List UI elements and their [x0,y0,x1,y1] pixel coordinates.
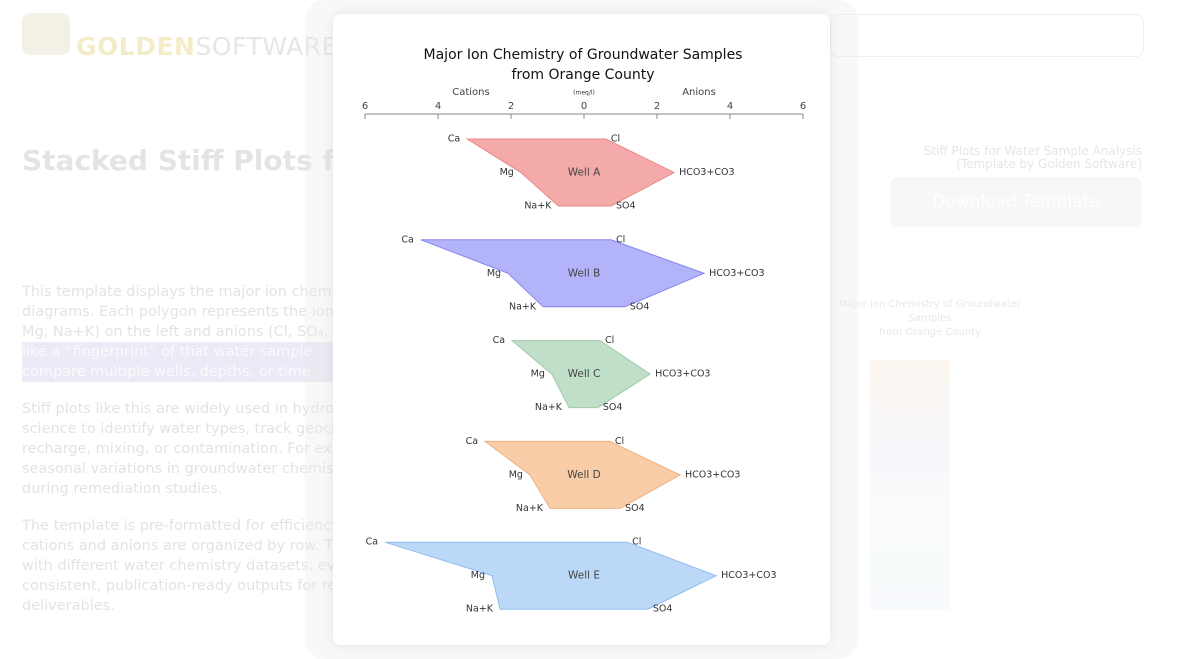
stiff-polygon [384,541,718,610]
text-line: The template is pre-formatted for effici… [22,518,340,534]
paragraph: This template displays the major ion che… [22,282,352,382]
chart: Major Ion Chemistry of Groundwater Sampl… [362,47,806,615]
x-tick-label: 4 [435,101,441,112]
stiff-polygon [510,340,651,409]
text-line: compare multiple wells, depths, or time [22,362,352,382]
text-line: (Template by Golden Software) [956,157,1142,171]
text-line: like a “fingerprint” of that water sampl… [22,342,352,362]
thumbnail [870,360,950,610]
ion-label: Ca [493,335,505,346]
stiff-polygon [420,239,706,308]
ion-label: Mg [471,570,485,581]
text-line: recharge, mixing, or contamination. For … [22,441,355,457]
text-line: with different water chemistry datasets,… [22,558,351,574]
x-tick-label: 6 [800,101,806,112]
ion-label: Ca [401,234,413,245]
well-label: Well A [568,167,601,179]
text-line: during remediation studies. [22,481,223,497]
ion-label: SO4 [616,201,636,212]
text-line: Mg, Na+K) on the left and anions (Cl, SO… [22,324,344,340]
text-line: This template displays the major ion che… [22,284,350,300]
logo-text: SOFTWARE [195,32,338,61]
stiff-polygon [483,440,682,509]
well-label: Well D [567,469,600,481]
ion-label: SO4 [630,301,650,312]
ion-label: HCO3+CO3 [655,369,710,380]
paragraph: Stiff plots like this are widely used in… [22,399,355,499]
x-tick-label: 2 [508,101,514,112]
ion-label: Na+K [509,301,537,312]
ion-label: Ca [466,436,478,447]
modal: Major Ion Chemistry of Groundwater Sampl… [333,14,830,645]
well-label: Well C [568,368,601,380]
axis-unit: (meq/l) [573,90,595,97]
chart-title: from Orange County [511,67,654,83]
logo[interactable]: GOLDENSOFTWARE [76,32,338,61]
button-label: Download Template [932,192,1100,212]
download-button[interactable]: Download Template [890,177,1142,227]
ion-label: SO4 [653,604,673,615]
ion-label: Mg [487,268,501,279]
text-line: cations and anions are organized by row.… [22,538,354,554]
axis-label: Cations [452,87,489,98]
text-line: deliverables. [22,598,115,614]
ion-label: Na+K [535,402,563,413]
x-tick-label: 2 [654,101,660,112]
ion-label: Na+K [466,604,494,615]
template-title: Stiff Plots for Water Sample Analysis (T… [924,145,1142,171]
paragraph: The template is pre-formatted for effici… [22,516,354,616]
text-line: from Orange County [878,327,982,338]
text-line: diagrams. Each polygon represents the io… [22,304,346,320]
text-line: Stiff Plots for Water Sample Analysis [923,144,1142,158]
ion-label: SO4 [625,503,645,514]
ion-label: Cl [615,436,624,447]
ion-label: HCO3+CO3 [679,167,734,178]
ion-label: Na+K [516,503,544,514]
logo-icon [22,13,70,55]
text-line: seasonal variations in groundwater chemi… [22,461,354,477]
ion-label: HCO3+CO3 [721,570,776,581]
ion-label: Cl [616,234,625,245]
text-line: science to identify water types, track g… [22,421,350,437]
text-line: consistent, publication-ready outputs fo… [22,578,346,594]
thumbnail-title: Major Ion Chemistry of Groundwater Sampl… [830,298,1030,340]
stiff-polygon [465,138,676,207]
well-label: Well E [568,570,600,582]
x-tick-label: 0 [581,101,587,112]
logo-text: GOLDEN [76,32,196,61]
ion-label: SO4 [603,402,623,413]
text-line: Major Ion Chemistry of Groundwater Sampl… [839,299,1021,324]
ion-label: Na+K [524,201,552,212]
ion-label: Mg [531,369,545,380]
x-tick-label: 4 [727,101,733,112]
axis-label: Anions [682,87,716,98]
ion-label: Mg [509,469,523,480]
ion-label: HCO3+CO3 [709,268,764,279]
text-line: Stiff plots like this are widely used in… [22,401,353,417]
search-box[interactable] [830,14,1144,57]
chart-title: Major Ion Chemistry of Groundwater Sampl… [424,47,743,63]
ion-label: Ca [366,537,378,548]
well-label: Well B [568,267,601,279]
ion-label: HCO3+CO3 [685,469,740,480]
x-tick-label: 6 [362,101,368,112]
ion-label: Cl [632,537,641,548]
ion-label: Cl [611,134,620,145]
ion-label: Mg [500,167,514,178]
ion-label: Cl [605,335,614,346]
ion-label: Ca [448,134,460,145]
